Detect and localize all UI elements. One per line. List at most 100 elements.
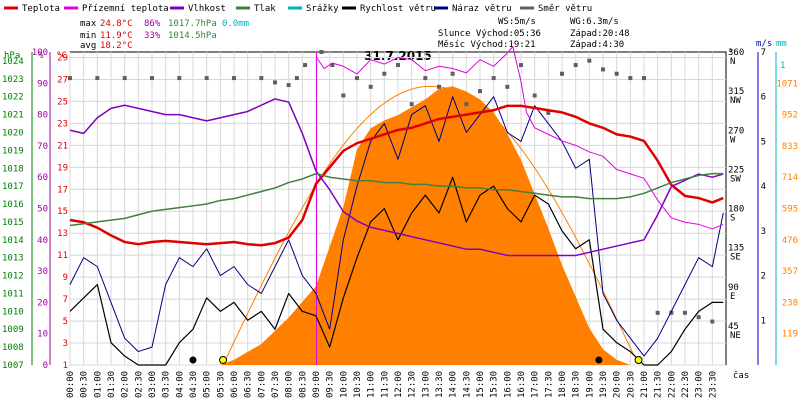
axis-hpa-tick: 1014 bbox=[2, 236, 24, 246]
axis-x-tick: 04:00 bbox=[175, 371, 185, 398]
axis-hpa-tick: 1011 bbox=[2, 289, 24, 299]
axis-dir-name: SW bbox=[730, 174, 741, 184]
wind-direction-point bbox=[95, 76, 100, 81]
wind-direction-point bbox=[409, 102, 414, 107]
axis-hpa-tick: 1009 bbox=[2, 325, 24, 335]
legend-label-smer: Směr větru bbox=[538, 4, 592, 14]
axis-x-tick: 08:00 bbox=[285, 371, 295, 398]
stat-max-hum: 86% bbox=[144, 19, 161, 29]
series-teplota bbox=[69, 104, 724, 247]
wind-direction-point bbox=[232, 76, 236, 81]
stat-min-hum: 33% bbox=[144, 31, 161, 41]
wind-direction-point bbox=[423, 76, 428, 81]
wind-direction-point bbox=[341, 93, 346, 98]
axis-hpa-tick: 1008 bbox=[2, 343, 24, 353]
sun-set: Západ:20:48 bbox=[570, 29, 630, 39]
axis-c-tick: 17 bbox=[57, 185, 68, 195]
axis-x-tick: 17:30 bbox=[544, 371, 554, 398]
axis-x-tick: 17:00 bbox=[531, 371, 541, 398]
legend-label-vlhkost: Vlhkost bbox=[188, 4, 226, 14]
moonset-marker bbox=[189, 356, 197, 364]
axis-c-tick: 5 bbox=[63, 317, 68, 327]
axis-mm-tick: 1 bbox=[780, 61, 785, 71]
axis-rad-tick: 833 bbox=[782, 142, 798, 152]
axis-ms-label: m/s bbox=[756, 39, 772, 49]
axis-x-tick: 04:30 bbox=[189, 371, 199, 398]
axis-x-tick: 19:00 bbox=[585, 371, 595, 398]
axis-rad-tick: 595 bbox=[782, 205, 798, 215]
wind-direction-point bbox=[601, 67, 605, 72]
axis-hpa-tick: 1016 bbox=[2, 200, 24, 210]
legend-label-rychlost: Rychlost větru bbox=[360, 4, 436, 14]
series-pocitova bbox=[316, 46, 724, 230]
stat-max-press: 1017.7hPa bbox=[168, 19, 217, 29]
axis-x-tick: 00:30 bbox=[80, 371, 90, 398]
sun-rise: Slunce Východ:05:36 bbox=[438, 29, 541, 39]
axis-pct-tick: 60 bbox=[37, 173, 48, 183]
axis-x-tick: 23:00 bbox=[695, 371, 705, 398]
axis-x-tick: 01:30 bbox=[107, 371, 117, 398]
axis-dir-tick: 225 bbox=[728, 165, 744, 175]
sunset-marker bbox=[634, 356, 643, 364]
axis-hpa-label: hPa bbox=[4, 51, 20, 61]
axis-x-tick: 00:00 bbox=[66, 371, 76, 398]
axis-x-tick: 07:00 bbox=[257, 371, 267, 398]
axis-c-tick: 9 bbox=[63, 273, 68, 283]
axis-dir-tick: 315 bbox=[728, 87, 744, 97]
axis-x-tick: 08:30 bbox=[298, 371, 308, 398]
axis-mm-label: mm bbox=[776, 39, 787, 49]
axis-ms-tick: 5 bbox=[761, 137, 766, 147]
wind-direction-point bbox=[368, 84, 373, 89]
wind-direction-point bbox=[655, 310, 660, 315]
wind-direction-point bbox=[355, 76, 359, 81]
axis-rad-tick: 1071 bbox=[776, 79, 798, 89]
wind-direction-point bbox=[177, 76, 182, 81]
plot-area bbox=[68, 46, 727, 366]
axis-x-tick: 21:00 bbox=[640, 371, 650, 398]
axis-x-tick: 14:30 bbox=[462, 371, 472, 398]
stat-min-press: 1014.5hPa bbox=[168, 31, 217, 41]
axis-dir-tick: 180 bbox=[728, 205, 744, 215]
axis-ms-tick: 2 bbox=[761, 272, 766, 282]
wind-direction-point bbox=[450, 71, 455, 76]
axis-hpa-tick: 1023 bbox=[2, 75, 24, 85]
axis-dir-name: S bbox=[730, 214, 735, 224]
axis-c-label: °C bbox=[56, 51, 67, 61]
wind-direction-point bbox=[478, 89, 482, 94]
wind-direction-point bbox=[532, 93, 537, 98]
wind-direction-point bbox=[330, 63, 335, 68]
axis-dir-tick: 90 bbox=[728, 283, 739, 293]
stat-max-label: max bbox=[80, 19, 97, 29]
series-vlhkost bbox=[69, 98, 724, 257]
axis-x-tick: 11:30 bbox=[380, 371, 390, 398]
wind-direction-point bbox=[614, 71, 619, 76]
axis-hpa-tick: 1007 bbox=[2, 361, 24, 371]
axis-dir-label: ° bbox=[728, 49, 733, 59]
axis-x-tick: 09:30 bbox=[326, 371, 336, 398]
axis-hpa-tick: 1024 bbox=[2, 57, 24, 67]
axis-rad-tick: 238 bbox=[782, 298, 798, 308]
axis-pct-tick: 50 bbox=[37, 205, 48, 215]
wind-direction-point bbox=[587, 58, 592, 63]
wind-speed-avg: WS:5m/s bbox=[498, 17, 536, 27]
wind-direction-point bbox=[68, 76, 72, 81]
axis-c-tick: 27 bbox=[57, 75, 68, 85]
moonrise-marker bbox=[595, 356, 603, 364]
axis-hpa-tick: 1017 bbox=[2, 182, 24, 192]
axis-pct-tick: 70 bbox=[37, 142, 48, 152]
axis-pct-tick: 20 bbox=[37, 298, 48, 308]
axis-x-tick: 06:30 bbox=[244, 371, 254, 398]
axis-c-tick: 3 bbox=[63, 339, 68, 349]
axis-x-tick: 15:30 bbox=[490, 371, 500, 398]
legend-label-teplota: Teplota bbox=[22, 4, 60, 14]
axis-pct-tick: 0 bbox=[43, 361, 48, 371]
axis-c-tick: 29 bbox=[57, 53, 68, 63]
axis-rad-tick: 952 bbox=[782, 111, 798, 121]
axis-x-tick: 03:00 bbox=[148, 371, 158, 398]
wind-direction-point bbox=[560, 71, 564, 76]
axis-x-tick: 05:00 bbox=[203, 371, 213, 398]
axis-pct-tick: 30 bbox=[37, 267, 48, 277]
axis-dir-tick: 270 bbox=[728, 126, 744, 136]
wind-direction-point bbox=[150, 76, 154, 81]
stat-max-temp: 24.8°C bbox=[100, 19, 133, 29]
